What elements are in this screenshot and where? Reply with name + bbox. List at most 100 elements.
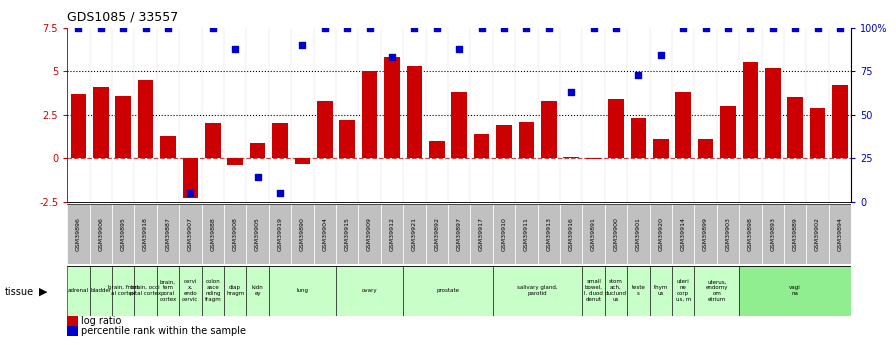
- Bar: [694, 204, 717, 264]
- Bar: [582, 204, 605, 264]
- Point: [676, 25, 690, 30]
- Text: GSM39921: GSM39921: [412, 217, 417, 251]
- Bar: [650, 204, 672, 264]
- Text: GSM39892: GSM39892: [435, 217, 439, 251]
- Text: GSM39913: GSM39913: [547, 217, 551, 251]
- Text: GSM39914: GSM39914: [681, 217, 685, 251]
- Text: uterus,
endomy
om
etrium: uterus, endomy om etrium: [705, 279, 728, 302]
- Bar: [202, 204, 224, 264]
- Text: GSM39911: GSM39911: [524, 217, 529, 251]
- Point: [810, 25, 824, 30]
- Bar: [720, 106, 736, 158]
- Text: thym
us: thym us: [653, 285, 668, 296]
- Bar: [560, 204, 582, 264]
- Bar: [676, 92, 691, 158]
- Bar: [224, 204, 246, 264]
- Bar: [202, 266, 224, 316]
- Bar: [496, 125, 512, 158]
- Point: [116, 25, 131, 30]
- Bar: [672, 266, 694, 316]
- Text: GSM39910: GSM39910: [502, 217, 506, 251]
- Point: [653, 53, 668, 58]
- Text: adrenal: adrenal: [68, 288, 89, 293]
- Bar: [291, 204, 314, 264]
- Bar: [653, 139, 668, 158]
- Bar: [582, 266, 605, 316]
- Point: [541, 25, 556, 30]
- Text: bladder: bladder: [90, 288, 111, 293]
- Text: GSM39909: GSM39909: [367, 217, 372, 251]
- Bar: [336, 204, 358, 264]
- Text: GSM39902: GSM39902: [815, 217, 820, 251]
- Text: diap
hragm: diap hragm: [226, 285, 245, 296]
- Bar: [605, 266, 627, 316]
- Bar: [358, 204, 381, 264]
- Point: [452, 46, 466, 51]
- Text: GSM39916: GSM39916: [569, 217, 573, 251]
- Text: GSM39907: GSM39907: [188, 217, 193, 251]
- Text: GSM39891: GSM39891: [591, 217, 596, 251]
- Bar: [564, 157, 579, 158]
- Text: GSM39895: GSM39895: [121, 217, 125, 251]
- Bar: [810, 108, 825, 158]
- Bar: [314, 204, 336, 264]
- Text: GSM39898: GSM39898: [748, 217, 753, 251]
- Bar: [765, 68, 780, 158]
- Bar: [448, 204, 470, 264]
- Text: GSM39899: GSM39899: [703, 217, 708, 251]
- Bar: [67, 266, 90, 316]
- Text: percentile rank within the sample: percentile rank within the sample: [81, 326, 246, 336]
- Bar: [403, 266, 493, 316]
- Text: prostate: prostate: [436, 288, 460, 293]
- Bar: [698, 139, 713, 158]
- Bar: [134, 204, 157, 264]
- Bar: [269, 266, 336, 316]
- Text: kidn
ey: kidn ey: [252, 285, 263, 296]
- Bar: [112, 266, 134, 316]
- Bar: [784, 204, 806, 264]
- Bar: [157, 204, 179, 264]
- Text: teste
s: teste s: [632, 285, 645, 296]
- Bar: [112, 204, 134, 264]
- Text: cervi
x,
endo
cervic: cervi x, endo cervic: [182, 279, 199, 302]
- Text: GSM39890: GSM39890: [300, 217, 305, 251]
- Bar: [672, 204, 694, 264]
- Text: small
bowel,
l. duod
denut: small bowel, l. duod denut: [584, 279, 603, 302]
- Bar: [627, 266, 650, 316]
- Text: ▶: ▶: [39, 287, 47, 296]
- Bar: [317, 101, 332, 158]
- Bar: [336, 266, 403, 316]
- Point: [340, 25, 354, 30]
- Bar: [743, 62, 758, 158]
- Bar: [426, 204, 448, 264]
- Point: [720, 25, 735, 30]
- Bar: [90, 204, 112, 264]
- Bar: [739, 204, 762, 264]
- Text: GSM39908: GSM39908: [233, 217, 237, 251]
- Bar: [362, 71, 377, 158]
- Bar: [515, 204, 538, 264]
- Text: GSM39919: GSM39919: [278, 217, 282, 251]
- Bar: [71, 94, 86, 158]
- Bar: [829, 204, 851, 264]
- Point: [161, 25, 176, 30]
- Bar: [717, 204, 739, 264]
- Bar: [452, 92, 467, 158]
- Point: [429, 25, 444, 30]
- Bar: [407, 66, 422, 158]
- Bar: [250, 142, 265, 158]
- Point: [496, 25, 511, 30]
- Text: GSM39912: GSM39912: [390, 217, 394, 251]
- Bar: [295, 158, 310, 164]
- Bar: [631, 118, 646, 158]
- Bar: [605, 204, 627, 264]
- Bar: [403, 204, 426, 264]
- Text: brain, occi
pital cortex: brain, occi pital cortex: [130, 285, 161, 296]
- Bar: [228, 158, 243, 165]
- Point: [698, 25, 712, 30]
- Text: GSM39901: GSM39901: [636, 217, 641, 251]
- Bar: [694, 266, 739, 316]
- Bar: [762, 204, 784, 264]
- Text: colon
asce
nding
fragm: colon asce nding fragm: [204, 279, 221, 302]
- Text: stom
ach,
duclund
us: stom ach, duclund us: [605, 279, 627, 302]
